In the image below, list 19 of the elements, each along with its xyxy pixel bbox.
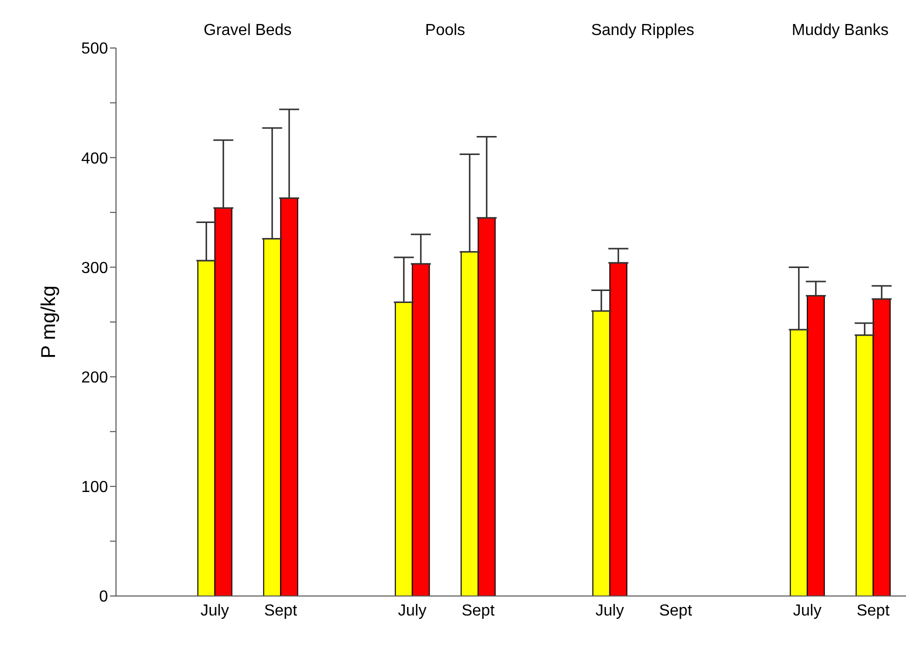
text: Sandy Ripples [590,22,696,40]
text: Pools [424,22,466,40]
y-tick-label: 300 [81,260,108,277]
x-tick-label: Sept [659,602,693,620]
x-tick-label: July [398,602,426,620]
y-axis-title: P mg/kg [38,286,60,358]
y-tick-label: 400 [81,150,108,168]
x-tick-label: July [596,602,624,620]
text: Muddy Banks [790,22,890,40]
x-tick-label: Sept [462,602,496,620]
x-tick-label: Sept [856,602,890,620]
y-tick-label: 500 [81,40,108,58]
y-tick-label: 100 [81,479,108,496]
x-tick-label: Sept [264,602,298,620]
y-tick-label: 200 [81,369,108,386]
text: Gravel Beds [202,22,293,40]
x-tick-label: July [200,602,229,620]
y-tick-label: 0 [99,588,108,606]
x-tick-label: July [793,602,822,620]
